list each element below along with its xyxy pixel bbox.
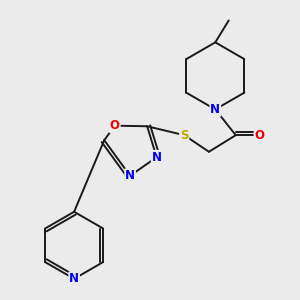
Text: N: N xyxy=(152,151,162,164)
Text: N: N xyxy=(125,169,135,182)
Text: O: O xyxy=(110,119,120,132)
Text: S: S xyxy=(180,129,188,142)
Text: O: O xyxy=(254,129,264,142)
Text: N: N xyxy=(210,103,220,116)
Text: N: N xyxy=(69,272,79,285)
